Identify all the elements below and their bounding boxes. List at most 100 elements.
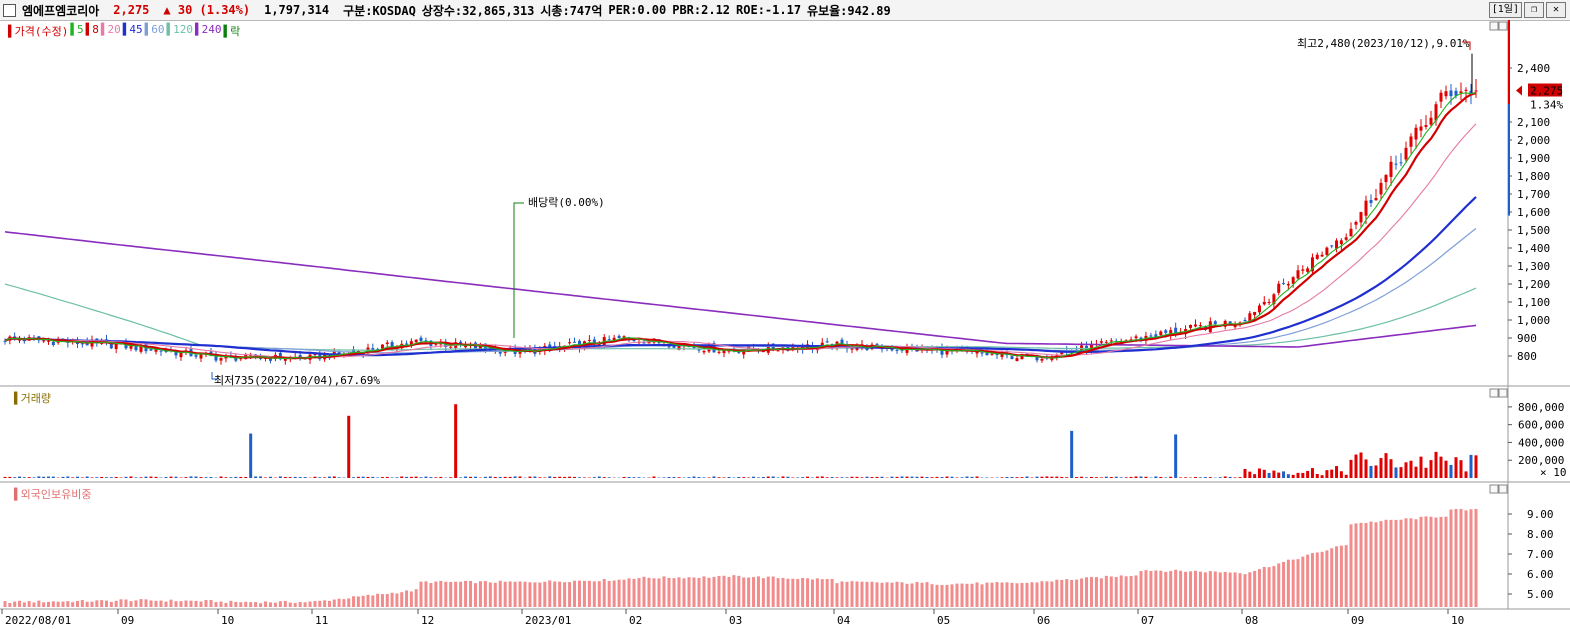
candle-body — [1339, 240, 1343, 245]
foreign-holding-bar — [742, 577, 746, 607]
volume-bar — [890, 476, 894, 478]
candle-body — [1419, 126, 1423, 131]
candle-body — [1193, 324, 1197, 327]
volume-bar — [1277, 472, 1281, 478]
foreign-holding-bar — [1243, 574, 1247, 607]
foreign-holding-bar — [239, 602, 243, 607]
volume-bar — [1010, 476, 1014, 478]
foreign-holding-bar — [352, 596, 356, 607]
foreign-holding-bar — [771, 576, 775, 607]
foreign-holding-bar — [890, 582, 894, 607]
ma60-line — [4, 227, 1477, 354]
candle-body — [1134, 336, 1138, 339]
legend-item-ma120[interactable]: ▌120 — [166, 23, 193, 36]
foreign-holding-bar — [533, 582, 537, 607]
legend-item-ma5[interactable]: ▌5 — [70, 23, 84, 36]
foreign-holding-bar — [845, 581, 849, 607]
volume-bar — [1344, 474, 1348, 478]
candle-up — [722, 349, 726, 358]
foreign-holding-bar — [806, 578, 810, 607]
candle-body — [478, 345, 482, 351]
candle-up — [1277, 280, 1281, 296]
dividend-annotation: 배당락(0.00%) — [528, 196, 605, 209]
volume-bar — [707, 477, 711, 478]
candle-up — [1296, 265, 1300, 281]
select-checkbox[interactable] — [3, 3, 16, 17]
foreign-holding-bar — [1094, 577, 1098, 607]
price-change: ▲ 30 (1.34%) — [163, 3, 251, 17]
volume-bar — [1282, 471, 1286, 478]
foreign-holding-bar — [488, 582, 492, 607]
foreign-holding-bar — [80, 600, 84, 607]
market-type: 구분:KOSDAQ — [343, 3, 416, 18]
candle-up — [219, 357, 223, 365]
volume-bar — [1169, 476, 1173, 478]
foreign-holding-bar — [1208, 571, 1212, 607]
legend-item-ex-dividend[interactable]: ▌락 — [223, 25, 241, 38]
foreign-holding-bar — [308, 601, 312, 607]
volume-bar — [1330, 469, 1334, 478]
foreign-holding-bar — [61, 601, 65, 607]
foreign-holding-bar — [875, 582, 879, 607]
foreign-holding-bar — [1394, 519, 1398, 607]
foreign-holding-bar — [464, 580, 468, 607]
foreign-holding-bar — [810, 579, 814, 607]
candle-body — [737, 352, 741, 354]
foreign-holding-bar — [1444, 516, 1448, 607]
foreign-holding-bar — [449, 581, 453, 607]
legend-item-ma8[interactable]: ▌8 — [85, 23, 99, 36]
foreign-holding-bar — [732, 575, 736, 607]
date-tick-label: 2022/08/01 — [5, 614, 71, 627]
legend-item-ma60[interactable]: ▌60 — [144, 23, 165, 36]
close-icon[interactable]: ✕ — [1546, 2, 1566, 18]
foreign-holding-bar — [1464, 510, 1468, 607]
low-arrow-icon — [211, 372, 218, 380]
candle-up — [1310, 253, 1314, 275]
foreign-holding-bar — [523, 581, 527, 607]
candle-up — [850, 348, 854, 354]
foreign-holding-bar — [154, 600, 158, 607]
foreign-holding-bar — [1045, 581, 1049, 607]
volume-bar — [13, 477, 17, 478]
volume-bar — [737, 477, 741, 478]
legend-item-ma240[interactable]: ▌240 — [194, 23, 222, 36]
foreign-holding-bar — [189, 600, 193, 607]
foreign-pane-label[interactable]: ▌외국인보유비중 — [14, 488, 92, 501]
legend-item-price[interactable]: ▌가격(수정) — [8, 25, 69, 38]
restore-icon[interactable]: ❐ — [1524, 2, 1544, 18]
foreign-holding-bar — [975, 582, 979, 607]
candle-down — [1369, 194, 1373, 207]
foreign-holding-bar — [518, 581, 522, 607]
foreign-holding-bar — [573, 580, 577, 607]
foreign-holding-bar — [1439, 516, 1443, 607]
candle-body — [149, 349, 153, 351]
foreign-holding-bar — [42, 602, 46, 607]
legend-item-ma45[interactable]: ▌45 — [122, 23, 143, 36]
foreign-holding-bar — [985, 582, 989, 607]
volume-bar — [3, 476, 7, 478]
period-selector[interactable]: [1일] — [1488, 2, 1522, 18]
legend-item-ma20[interactable]: ▌20 — [100, 23, 121, 36]
date-tick-label: 2023/01 — [525, 614, 571, 627]
candle-body — [1315, 254, 1319, 259]
foreign-holding-bar — [1369, 521, 1373, 607]
volume-bar — [1129, 476, 1133, 478]
candle-body — [855, 347, 859, 350]
volume-pane-label[interactable]: ▌거래량 — [14, 392, 51, 405]
foreign-holding-bar — [37, 600, 41, 607]
foreign-holding-bar — [47, 601, 50, 607]
volume-bar — [1374, 465, 1378, 478]
foreign-holding-bar — [1310, 553, 1314, 607]
volume-bar — [1248, 471, 1252, 478]
candle-body — [1129, 339, 1133, 341]
candle-up — [1374, 189, 1378, 201]
candle-up — [1267, 298, 1271, 306]
ma45-line — [4, 196, 1477, 357]
foreign-holding-bar — [1104, 575, 1108, 607]
foreign-holding-bar — [1374, 522, 1378, 607]
volume-bar — [806, 476, 810, 478]
foreign-holding-bar — [22, 602, 26, 607]
volume-bar — [528, 476, 532, 478]
foreign-holding-bar — [577, 580, 581, 607]
